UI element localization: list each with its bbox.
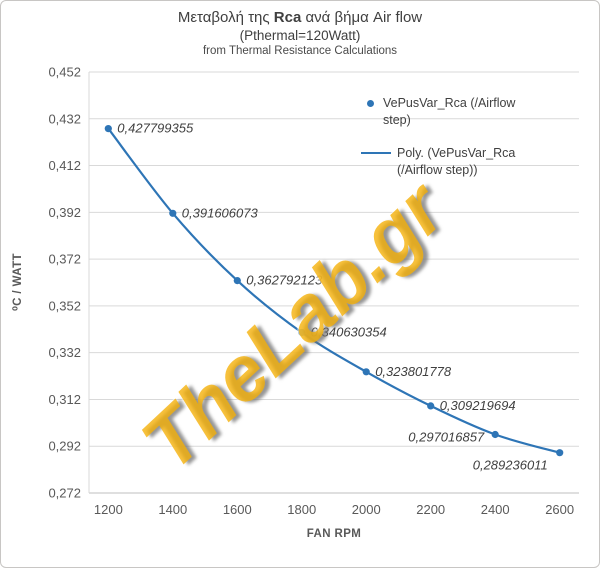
data-point-marker: [169, 209, 177, 217]
data-point-label: 0,309219694: [440, 398, 516, 413]
data-point-label: 0,323801778: [375, 364, 452, 379]
chart-source-note: from Thermal Resistance Calculations: [202, 45, 398, 57]
x-tick-label: 1800: [287, 502, 316, 517]
x-tick-label: 2000: [352, 502, 381, 517]
y-tick-label: 0,312: [48, 392, 81, 407]
x-axis-title: FAN RPM: [307, 528, 362, 540]
x-tick-label: 1400: [158, 502, 187, 517]
chart-title-block: Μεταβολή της Rca ανά βήμα Air flow (Pthe…: [1, 8, 599, 59]
y-tick-label: 0,452: [48, 65, 81, 80]
data-point-marker: [427, 402, 435, 410]
x-tick-label: 2400: [481, 502, 510, 517]
data-point-marker: [298, 328, 306, 337]
data-point-marker: [233, 277, 241, 285]
data-point-marker: [362, 368, 370, 376]
x-tick-label: 1600: [223, 502, 252, 517]
legend-item-series: VePusVar_Rca (/Airflow step): [361, 95, 536, 129]
y-tick-label: 0,412: [48, 158, 81, 173]
data-point-marker: [491, 430, 499, 439]
chart-title: Μεταβολή της Rca ανά βήμα Air flow: [1, 8, 599, 27]
data-point-label: 0,362792123: [246, 273, 323, 288]
y-tick-label: 0,332: [48, 345, 81, 360]
x-tick-label: 2600: [545, 502, 574, 517]
x-tick-label: 1200: [94, 502, 123, 517]
x-tick-label: 2200: [416, 502, 445, 517]
data-point-label: 0,289236011: [473, 458, 548, 473]
trendline-marker-icon: [361, 151, 391, 155]
data-point-label: 0,391606073: [182, 205, 259, 220]
data-point-label: 0,427799355: [117, 121, 194, 136]
chart-title-prefix: Μεταβολή της: [177, 9, 274, 26]
y-tick-label: 0,352: [48, 298, 81, 313]
chart-title-suffix: ανά βήμα Air flow: [301, 9, 423, 26]
y-tick-label: 0,292: [48, 439, 81, 454]
y-tick-label: 0,272: [48, 486, 81, 501]
chart-title-bold: Rca: [273, 9, 302, 26]
legend: VePusVar_Rca (/Airflow step) Poly. (VePu…: [361, 95, 536, 195]
data-point-label: 0,340630354: [311, 325, 387, 340]
legend-item-trendline: Poly. (VePusVar_Rca (/Airflow step)): [361, 145, 536, 179]
data-point-marker: [556, 449, 564, 457]
chart-subtitle: (Pthermal=120Watt): [239, 28, 361, 43]
legend-trendline-label: Poly. (VePusVar_Rca (/Airflow step)): [397, 145, 516, 177]
data-point-label: 0,297016857: [408, 430, 485, 445]
y-axis-title: ⁰C / WATT: [11, 253, 24, 311]
series-marker-icon: [367, 100, 374, 107]
data-point-marker: [104, 125, 112, 133]
y-tick-label: 0,432: [48, 111, 81, 126]
y-tick-label: 0,392: [48, 205, 81, 220]
legend-series-label: VePusVar_Rca (/Airflow step): [383, 96, 516, 127]
y-tick-label: 0,372: [48, 252, 81, 267]
